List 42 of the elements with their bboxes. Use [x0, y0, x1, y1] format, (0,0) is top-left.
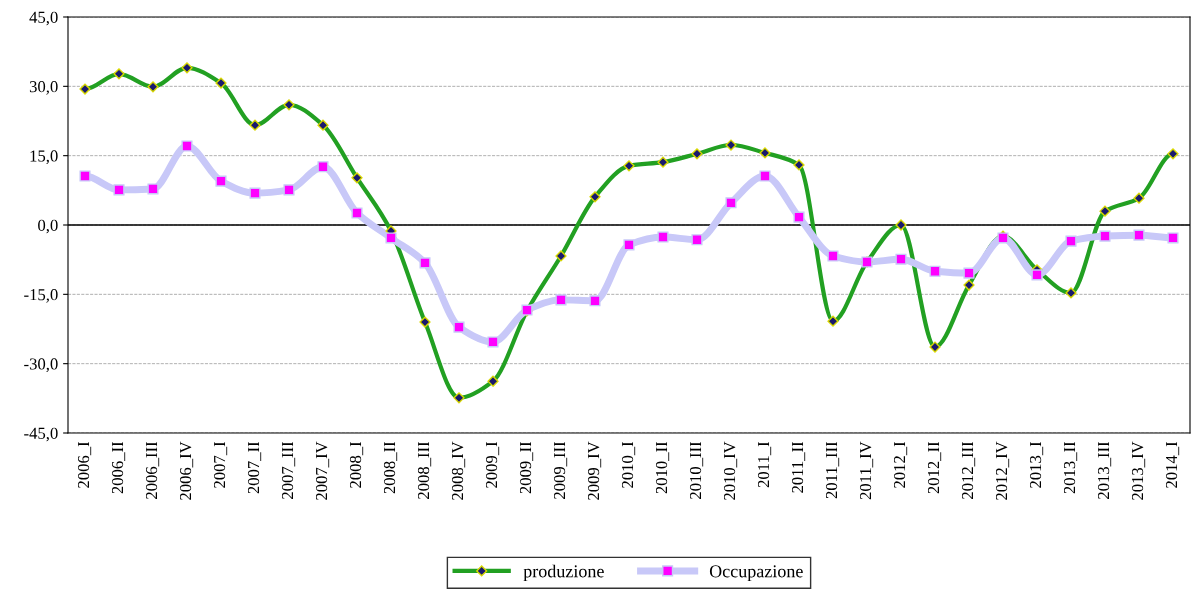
- x-tick-label: 2007_IV: [315, 441, 330, 500]
- x-tick-label: 2010_II: [655, 441, 670, 494]
- x-tick-label: 2013_I: [1029, 441, 1044, 488]
- x-tick-label: 2009_I: [485, 441, 500, 488]
- x-tick-label: 2012_II: [927, 441, 942, 494]
- x-tick-label: 2012_III: [961, 441, 976, 499]
- x-tick-label: 2012_IV: [995, 441, 1010, 500]
- x-tick-label: 2010_III: [689, 441, 704, 499]
- x-tick-label: 2006_IV: [179, 441, 194, 500]
- x-tick-label: 2010_I: [621, 441, 636, 488]
- y-tick-label: -45,0: [24, 427, 58, 442]
- x-tick-label: 2012_I: [893, 441, 908, 488]
- y-tick-label: 0,0: [38, 219, 58, 234]
- x-tick-label: 2011_I: [757, 441, 772, 488]
- x-tick-label: 2006_I: [77, 441, 92, 488]
- x-tick-label: 2007_III: [281, 441, 296, 499]
- x-tick-label: 2009_IV: [587, 441, 602, 500]
- x-tick-label: 2014_I: [1165, 441, 1180, 488]
- x-tick-label: 2008_II: [383, 441, 398, 494]
- x-tick-label: 2011_II: [791, 441, 806, 493]
- x-tick-label: 2010_IV: [723, 441, 738, 500]
- y-tick-label: 15,0: [30, 150, 58, 165]
- legend-label: produzione: [523, 564, 604, 582]
- x-tick-label: 2008_III: [417, 441, 432, 499]
- y-tick-label: -15,0: [24, 289, 58, 303]
- x-tick-label: 2011_IV: [859, 441, 874, 500]
- x-tick-label: 2011_III: [825, 441, 840, 499]
- x-tick-label: 2007_II: [247, 441, 262, 494]
- y-tick-label: -30,0: [24, 358, 58, 373]
- x-tick-label: 2007_I: [213, 441, 228, 488]
- x-tick-label: 2008_I: [349, 441, 364, 488]
- legend-label: Occupazione: [709, 565, 803, 582]
- x-tick-label: 2006_II: [111, 441, 126, 494]
- x-tick-label: 2006_III: [145, 441, 160, 499]
- x-tick-label: 2009_III: [553, 441, 568, 499]
- y-tick-label: 45,0: [29, 11, 58, 26]
- x-tick-label: 2009_II: [519, 441, 534, 494]
- x-tick-label: 2013_IV: [1131, 441, 1146, 500]
- x-tick-label: 2013_II: [1063, 441, 1078, 494]
- y-tick-label: 30,0: [29, 81, 58, 95]
- x-tick-label: 2008_IV: [451, 441, 466, 500]
- x-tick-label: 2013_III: [1097, 441, 1112, 499]
